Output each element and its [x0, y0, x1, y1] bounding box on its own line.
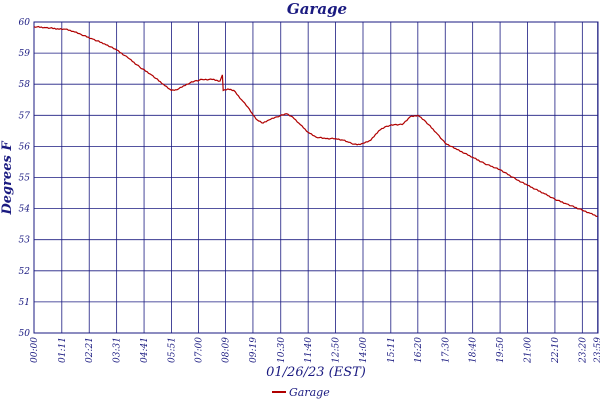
x-tick-label: 04:41 [140, 337, 150, 363]
x-tick-label: 22:10 [551, 337, 561, 364]
x-tick-label: 16:20 [414, 337, 424, 363]
series-line-garage [33, 25, 598, 217]
y-tick-label: 54 [19, 205, 31, 215]
y-tick-label: 57 [19, 111, 31, 121]
x-tick-label: 17:30 [441, 337, 451, 363]
chart-title: Garage [287, 0, 347, 18]
x-tick-label: 15:11 [387, 337, 397, 363]
x-axis-label: 01/26/23 (EST) [266, 365, 366, 380]
x-tick-label: 02:21 [85, 337, 95, 363]
x-tick-label: 01:11 [58, 337, 68, 363]
legend-label: Garage [289, 386, 330, 399]
x-tick-label: 23:59 [594, 337, 600, 364]
y-axis-label: Degrees F [0, 141, 15, 216]
x-axis-ticks: 00:00 01:11 02:21 03:31 04:41 05:51 07:00 08:09… [30, 337, 600, 364]
x-tick-label: 12:50 [332, 337, 342, 363]
x-tick-label: 19:50 [496, 337, 506, 363]
x-tick-label: 23:20 [578, 337, 588, 364]
y-tick-label: 59 [19, 49, 31, 59]
y-tick-label: 53 [19, 236, 31, 246]
x-tick-label: 11:40 [304, 337, 314, 363]
x-tick-label: 08:09 [222, 337, 232, 363]
grid-lines [33, 21, 599, 334]
x-tick-label: 10:30 [277, 337, 287, 363]
x-tick-label: 00:00 [30, 337, 40, 363]
x-tick-label: 21:00 [524, 337, 534, 364]
x-tick-label: 09:19 [249, 337, 259, 363]
y-tick-label: 50 [19, 329, 31, 339]
x-tick-label: 05:51 [167, 337, 177, 363]
x-tick-label: 14:00 [359, 337, 369, 363]
y-tick-label: 56 [19, 142, 31, 152]
y-tick-label: 51 [19, 298, 30, 308]
x-tick-label: 18:40 [469, 337, 479, 363]
y-tick-label: 60 [19, 18, 31, 28]
x-tick-label: 03:31 [113, 337, 123, 363]
y-axis-ticks: 50 51 52 53 54 55 56 57 58 59 60 [19, 18, 31, 339]
legend: Garage [272, 386, 330, 399]
y-tick-label: 52 [19, 267, 31, 277]
x-tick-label: 07:00 [195, 337, 205, 363]
y-tick-label: 58 [19, 80, 31, 90]
y-tick-label: 55 [19, 174, 31, 184]
